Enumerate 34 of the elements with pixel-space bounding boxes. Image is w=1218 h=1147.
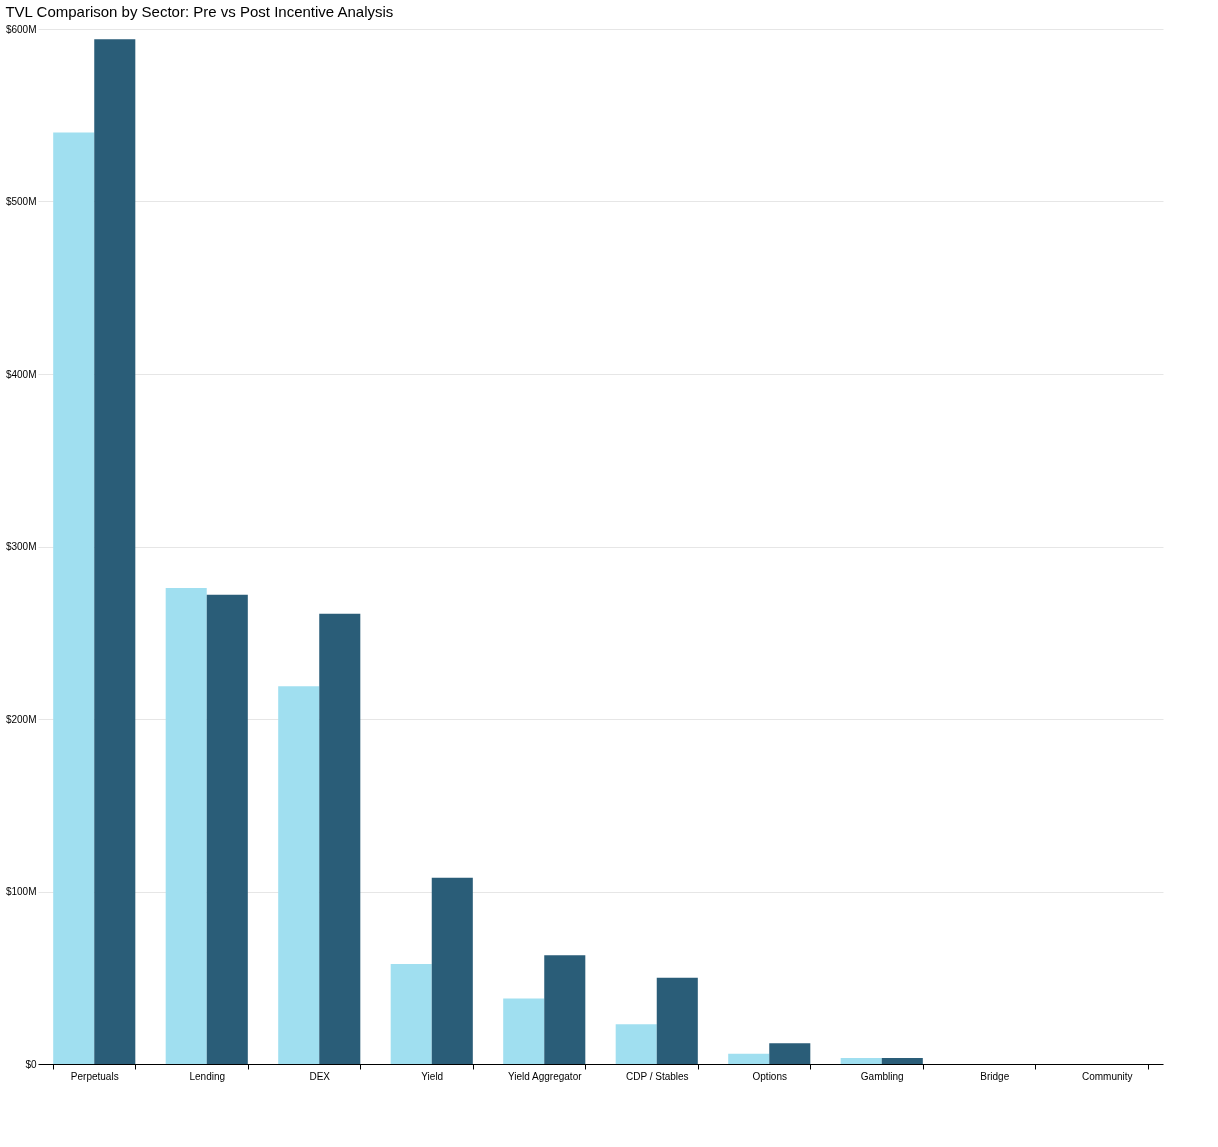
x-tick-label: Perpetuals bbox=[70, 1070, 119, 1082]
bar bbox=[503, 998, 545, 1064]
x-tick-label: Options bbox=[752, 1070, 787, 1082]
x-tick-label: Gambling bbox=[860, 1070, 904, 1082]
bar bbox=[53, 132, 95, 1064]
bar bbox=[206, 594, 248, 1064]
x-tick-label: Community bbox=[1081, 1070, 1133, 1082]
bar bbox=[94, 39, 136, 1064]
y-tick-label: $400M bbox=[5, 368, 37, 380]
bar bbox=[431, 877, 473, 1064]
x-tick-label: CDP / Stables bbox=[625, 1070, 689, 1082]
bar bbox=[769, 1043, 811, 1064]
bar bbox=[840, 1057, 882, 1064]
bar bbox=[165, 587, 207, 1064]
y-tick-label: $500M bbox=[5, 196, 37, 207]
bar bbox=[390, 963, 432, 1064]
bar bbox=[881, 1057, 923, 1064]
y-tick-label: $100M bbox=[5, 886, 37, 897]
bar bbox=[544, 955, 586, 1064]
bar bbox=[728, 1053, 770, 1064]
bar bbox=[319, 613, 361, 1064]
chart-title: TVL Comparison by Sector: Pre vs Post Incentive Analysis bbox=[5, 3, 394, 20]
y-tick-label: $300M bbox=[5, 541, 37, 552]
y-tick-label: $600M bbox=[5, 23, 37, 35]
bar bbox=[615, 1024, 657, 1064]
x-tick-label: DEX bbox=[309, 1070, 331, 1082]
bar bbox=[656, 977, 698, 1064]
x-tick-label: Bridge bbox=[980, 1070, 1010, 1082]
bar bbox=[278, 686, 320, 1064]
x-tick-label: Yield bbox=[421, 1070, 444, 1082]
x-tick-label: Yield Aggregator bbox=[507, 1070, 583, 1082]
x-tick-label: Lending bbox=[189, 1070, 226, 1082]
y-tick-label: $200M bbox=[5, 713, 37, 725]
y-tick-label: $0 bbox=[25, 1058, 37, 1070]
